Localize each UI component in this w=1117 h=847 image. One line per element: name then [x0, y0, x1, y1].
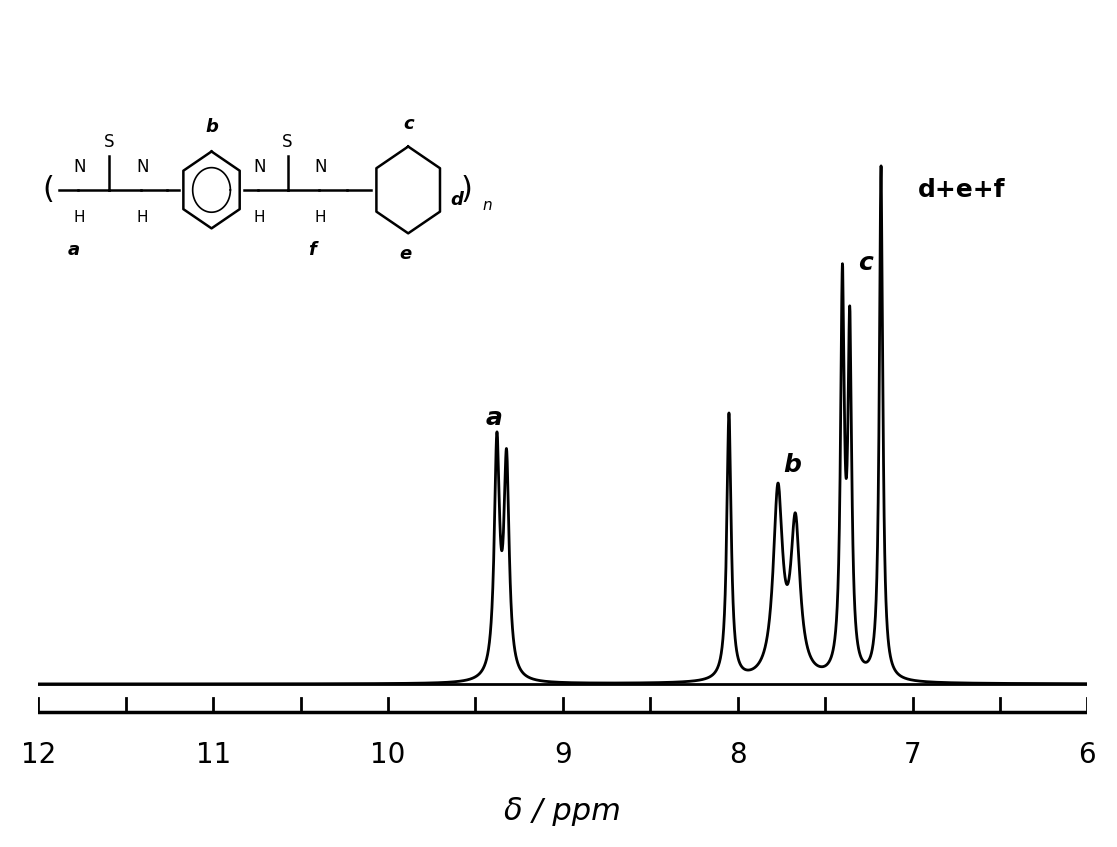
X-axis label: δ / ppm: δ / ppm	[505, 797, 621, 826]
Text: b: b	[783, 452, 801, 477]
Text: a: a	[486, 406, 503, 430]
Text: c: c	[858, 251, 873, 274]
Text: d+e+f: d+e+f	[918, 178, 1005, 202]
